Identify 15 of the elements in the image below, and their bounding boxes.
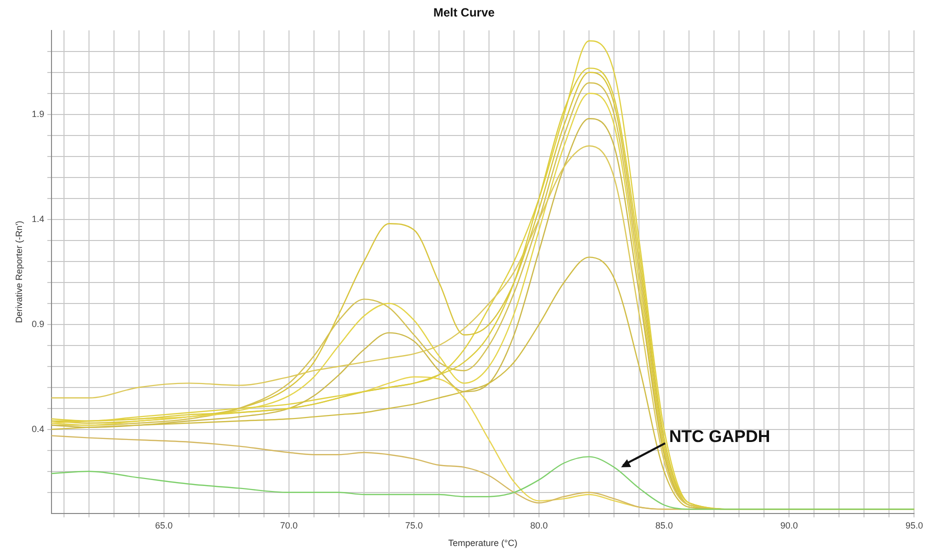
y-tick-label: 0.9: [32, 318, 44, 329]
x-tick-label: 65.0: [155, 520, 173, 530]
x-axis-title: Temperature (°C): [448, 538, 518, 548]
y-tick-label: 1.9: [32, 108, 44, 119]
y-tick-label: 0.4: [32, 424, 44, 434]
x-tick-label: 95.0: [905, 520, 924, 530]
x-tick-label: 75.0: [405, 520, 423, 530]
y-tick-label: 1.4: [32, 214, 44, 224]
annotation: NTC GAPDH: [669, 426, 770, 446]
chart-title: Melt Curve: [433, 6, 495, 20]
y-axis-title: Derivative Reporter (-Rn'): [14, 220, 24, 324]
x-tick-label: 85.0: [655, 520, 673, 530]
x-tick-label: 80.0: [530, 520, 548, 530]
x-tick-label: 90.0: [780, 520, 798, 530]
x-tick-label: 70.0: [280, 520, 298, 530]
